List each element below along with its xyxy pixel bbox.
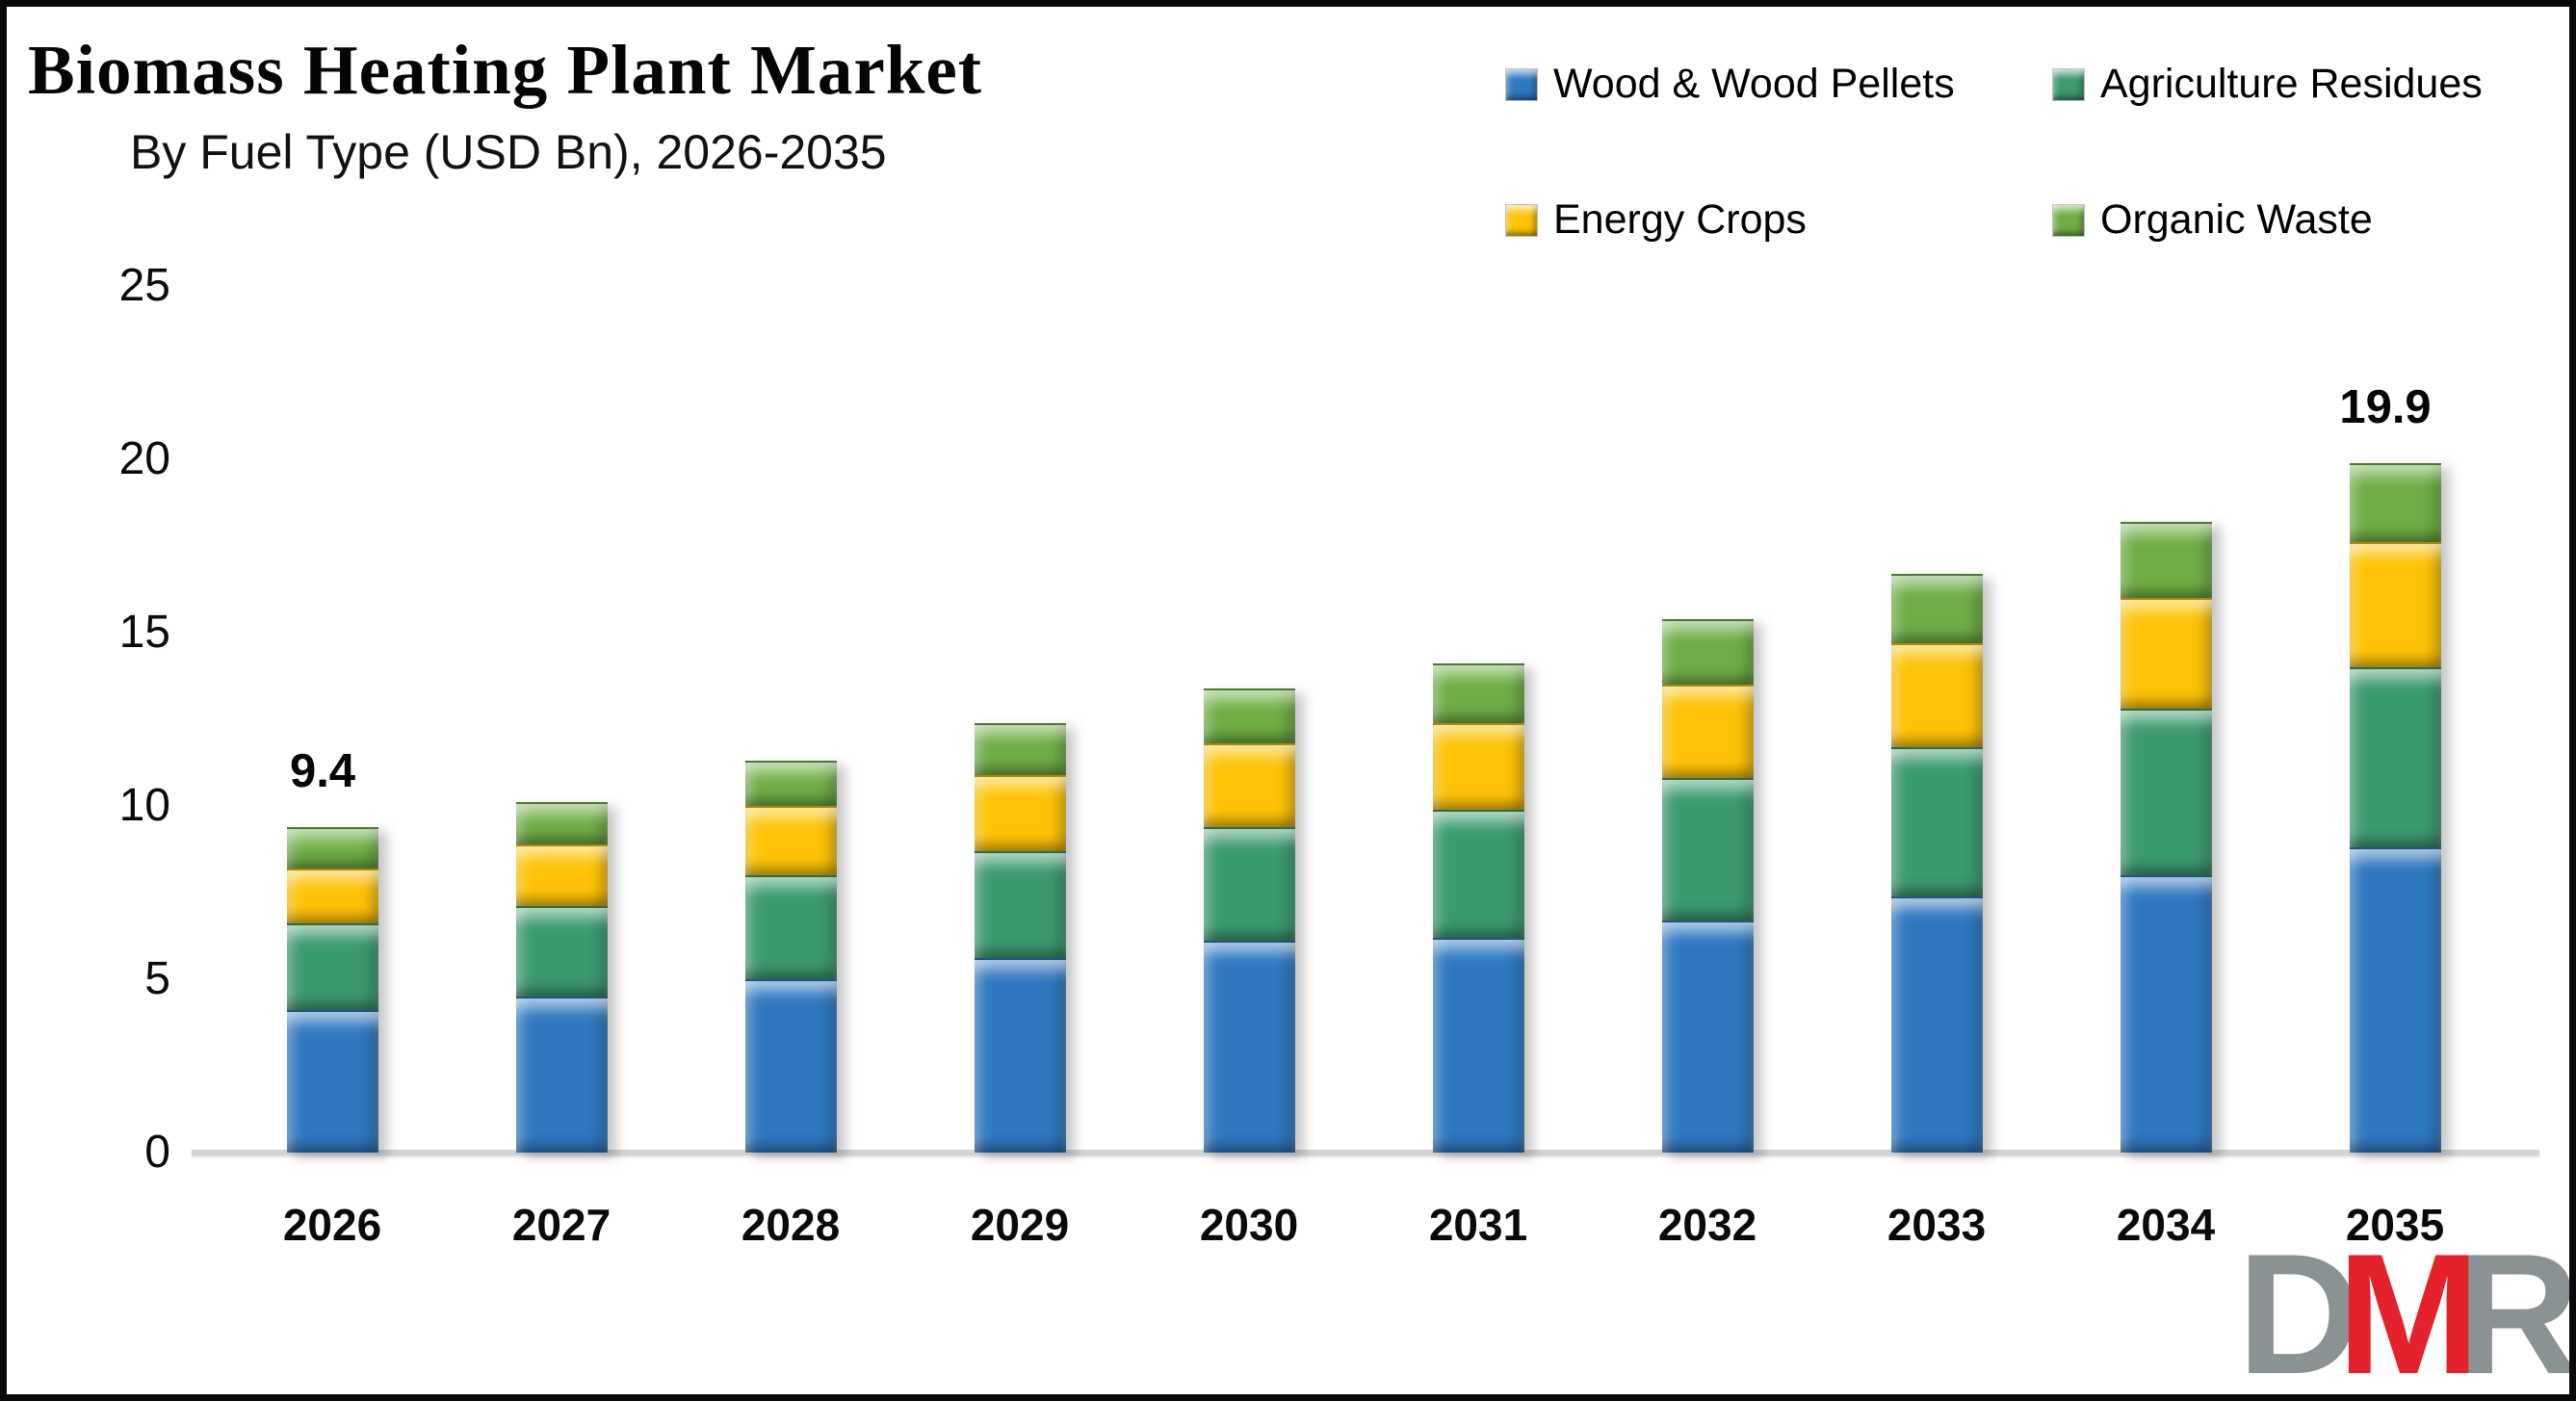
bar-segment-organic-waste-2033 [1890,573,1983,643]
x-axis-label-2034: 2034 [2116,1200,2216,1250]
x-axis-line [192,1150,2539,1155]
bar-segment-agriculture-residues-2034 [2120,709,2212,875]
bar-segment-agriculture-residues-2032 [1661,778,1754,921]
x-axis-label-2033: 2033 [1886,1200,1987,1250]
bar-segment-energy-crops-2026 [286,868,378,924]
legend-item-energy: Energy Crops [1505,196,1807,244]
bar-segment-organic-waste-2032 [1661,618,1754,685]
bar-segment-energy-crops-2032 [1661,684,1754,779]
bar-segment-organic-waste-2026 [286,826,378,869]
bar-segment-organic-waste-2029 [974,722,1066,775]
bar-segment-organic-waste-2030 [1203,688,1295,744]
bar-segment-energy-crops-2033 [1890,642,1983,747]
legend-marker-organic-icon [2052,203,2085,237]
bar-segment-agriculture-residues-2030 [1203,826,1295,942]
x-axis-label-2035: 2035 [2345,1200,2445,1250]
y-axis-tick-label: 25 [118,260,170,311]
dmr-logo-letter-d: D [2237,1218,2360,1401]
y-axis-tick-label: 10 [118,780,170,831]
bar-segment-wood-wood-pellets-2028 [744,978,837,1153]
bar-segment-energy-crops-2031 [1432,722,1524,810]
x-axis-label-2030: 2030 [1199,1200,1299,1250]
bar-segment-agriculture-residues-2028 [744,874,837,979]
bar-total-label-2026: 9.4 [289,744,356,797]
bar-2035 [2349,462,2441,1153]
legend-item-organic: Organic Waste [2052,196,2373,244]
legend-marker-energy-icon [1505,203,1538,237]
legend-label-wood: Wood & Wood Pellets [1553,61,1955,107]
bar-segment-organic-waste-2031 [1432,663,1524,723]
bar-segment-wood-wood-pellets-2034 [2120,874,2212,1153]
bar-segment-energy-crops-2029 [974,774,1066,851]
bar-segment-agriculture-residues-2035 [2349,666,2441,848]
bar-segment-agriculture-residues-2029 [974,850,1066,959]
x-axis-label-2032: 2032 [1657,1200,1757,1250]
bar-segment-organic-waste-2034 [2120,521,2212,598]
x-axis-label-2028: 2028 [741,1200,841,1250]
x-axis-label-2031: 2031 [1428,1200,1528,1250]
bar-segment-wood-wood-pellets-2035 [2349,847,2441,1153]
bar-2030 [1203,688,1295,1153]
y-axis-tick-label: 5 [144,953,170,1004]
bar-2031 [1432,663,1524,1153]
bar-segment-agriculture-residues-2031 [1432,809,1524,938]
bar-segment-energy-crops-2027 [515,843,608,907]
bar-segment-wood-wood-pellets-2032 [1661,920,1754,1153]
bar-segment-energy-crops-2035 [2349,542,2441,667]
bar-segment-agriculture-residues-2027 [515,906,608,997]
bar-2034 [2120,521,2212,1153]
legend-label-agriculture: Agriculture Residues [2100,61,2483,107]
x-axis-label-2027: 2027 [511,1200,611,1250]
plot-area: 0 5 10 15 20 25 2026 9.4 2027 2028 2029 2030 2031 203… [7,7,2569,1394]
bar-2027 [515,802,608,1153]
y-axis-tick-label: 0 [144,1127,170,1178]
bar-segment-agriculture-residues-2033 [1890,746,1983,896]
legend-item-wood: Wood & Wood Pellets [1505,61,1955,108]
bar-segment-energy-crops-2034 [2120,597,2212,710]
dmr-logo-letter-m: M [2337,1218,2480,1401]
bar-2026 [286,826,378,1153]
chart-title: Biomass Heating Plant Market [28,31,983,109]
bar-segment-wood-wood-pellets-2027 [515,996,608,1153]
x-axis-label-2029: 2029 [970,1200,1070,1250]
bar-segment-wood-wood-pellets-2029 [974,958,1066,1153]
legend-marker-agriculture-icon [2052,67,2085,101]
y-axis-tick-label: 20 [118,433,170,484]
y-axis-tick-label: 15 [118,607,170,658]
bar-2028 [744,761,837,1153]
legend-item-agriculture: Agriculture Residues [2052,61,2483,108]
bar-segment-wood-wood-pellets-2030 [1203,941,1295,1153]
bar-segment-energy-crops-2030 [1203,743,1295,827]
bar-segment-wood-wood-pellets-2026 [286,1010,378,1153]
dmr-logo: D M R [2237,1218,2569,1401]
bar-segment-wood-wood-pellets-2033 [1890,895,1983,1153]
bar-segment-energy-crops-2028 [744,805,837,875]
legend-marker-wood-icon [1505,67,1538,101]
bar-total-label-2035: 19.9 [2339,380,2432,433]
legend-label-energy: Energy Crops [1553,196,1807,243]
bar-segment-organic-waste-2028 [744,761,837,806]
bar-2032 [1661,618,1754,1153]
bar-2033 [1890,573,1983,1153]
bar-2029 [974,722,1066,1153]
chart-subtitle: By Fuel Type (USD Bn), 2026-2035 [130,125,887,179]
bar-segment-agriculture-residues-2026 [286,923,378,1011]
bar-segment-organic-waste-2027 [515,802,608,844]
bar-segment-organic-waste-2035 [2349,462,2441,543]
legend-label-organic: Organic Waste [2100,196,2373,243]
x-axis-label-2026: 2026 [282,1200,382,1250]
bar-segment-wood-wood-pellets-2031 [1432,937,1524,1153]
dmr-logo-letter-r: R [2456,1218,2569,1401]
